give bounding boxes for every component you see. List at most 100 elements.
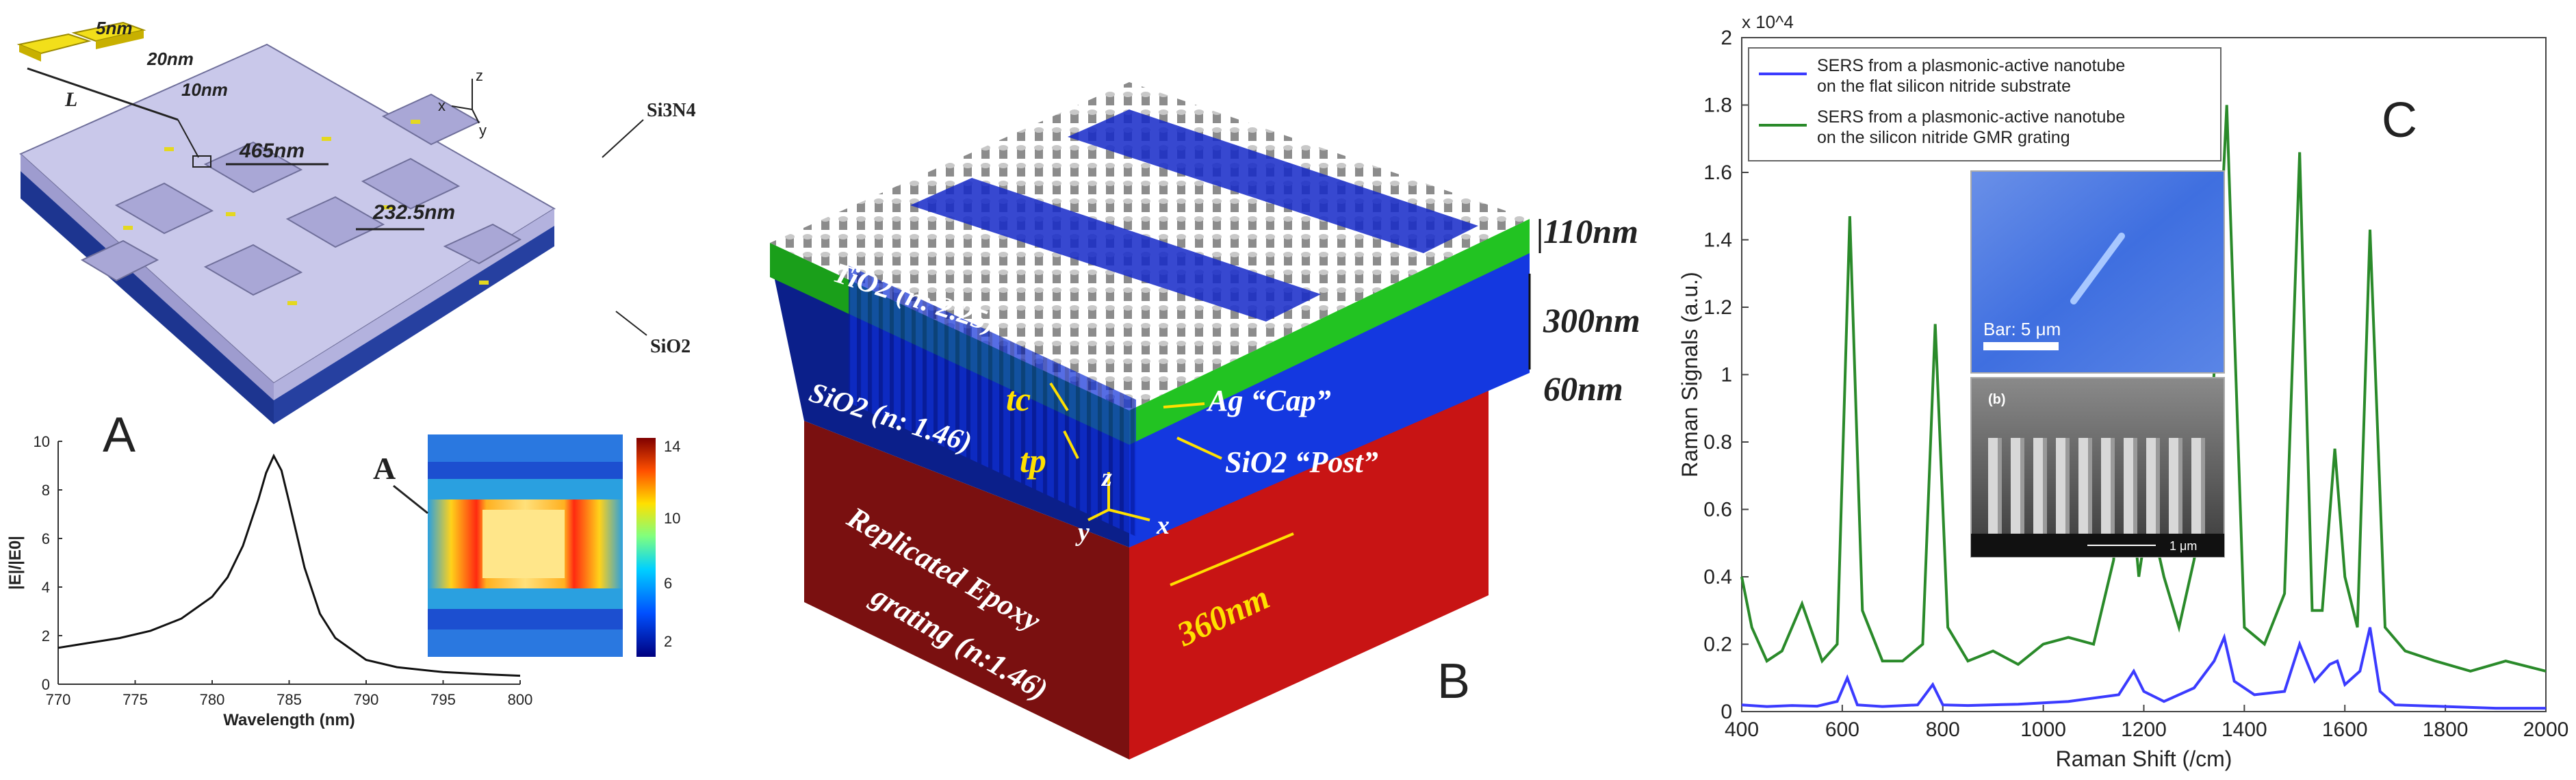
a-y-tick-label: 8	[42, 482, 50, 499]
c-legend-box	[1748, 47, 2221, 161]
a-x-tick-label: 780	[200, 691, 225, 708]
dim-20nm: 20nm	[146, 49, 194, 69]
label-ag-cap: Ag “Cap”	[1206, 384, 1331, 417]
c-x-tick-label: 400	[1725, 718, 1759, 741]
rod-pair-magnified	[16, 21, 146, 62]
c-y-tick-label: 1.2	[1703, 296, 1732, 319]
label-300nm: 300nm	[1543, 301, 1640, 339]
b-axis-y-line	[1087, 508, 1109, 521]
a-x-tick-label: 770	[46, 691, 71, 708]
c-legend: SERS from a plasmonic-active nanotube on …	[1748, 47, 2221, 161]
sem-bar-label: 1 μm	[2169, 539, 2197, 553]
chart-raman: 400 600 800 1000 1200 1400 1600 1800 2000 0 0.2 0.4…	[1677, 12, 2568, 771]
c-x-tick-label: 600	[1825, 718, 1859, 741]
axis-y-line	[472, 109, 480, 124]
c-x-tick-label: 1800	[2423, 718, 2469, 741]
sem-fin-shadow	[2043, 438, 2047, 534]
a-x-tick-label: 800	[508, 691, 533, 708]
zoom-pointer	[177, 119, 199, 158]
dim-465nm: 465nm	[239, 140, 305, 162]
c-legend-label-1-line1: SERS from a plasmonic-active nanotube on …	[1817, 107, 2125, 147]
c-series-line-1	[1740, 105, 2547, 673]
legend-line-1: SERS from a plasmonic-active nanotube	[1817, 56, 2125, 75]
axis-z: z	[476, 67, 483, 84]
si3n4-pointer	[602, 119, 644, 158]
b-axis-z: z	[1100, 463, 1112, 492]
dim-5nm: 5nm	[96, 18, 132, 38]
length-arrow	[27, 67, 179, 121]
c-x-tick-label: 800	[1926, 718, 1960, 741]
colorbar	[636, 438, 656, 657]
ag-cap-pointer	[1163, 402, 1205, 408]
epoxy-left-face	[804, 421, 1129, 759]
field-pointer	[393, 484, 428, 515]
c-x-tick-label: 2000	[2523, 718, 2569, 741]
pillar-side	[849, 265, 1136, 537]
nanorods	[123, 120, 489, 305]
sem-fin-shadow	[2201, 438, 2205, 534]
c-y-tick-label: 0	[1721, 701, 1732, 723]
sio2-right-face	[1129, 236, 1530, 547]
chart-wavelength: 770 775 780 785 790 795 800 0 2 4 6 8 10 Wavelength (…	[6, 433, 532, 729]
legend-line-2: on the flat silicon nitride substrate	[1817, 77, 2071, 96]
si3n4-grating-left	[21, 154, 274, 400]
c-y-tick-label: 2	[1721, 27, 1732, 49]
legend-line-2: on the silicon nitride GMR grating	[1817, 128, 2070, 147]
c-y-tick-label: 0.6	[1703, 499, 1732, 521]
legend-line-1: SERS from a plasmonic-active nanotube	[1817, 107, 2125, 127]
a-y-tick-label: 6	[42, 530, 50, 547]
b-axis-y: y	[1075, 518, 1090, 547]
sem-fins	[1988, 438, 2205, 534]
epoxy-right-face	[1129, 383, 1489, 759]
groove-2	[910, 178, 1321, 322]
a-y-tick-label: 10	[34, 433, 50, 450]
grating-holes	[80, 93, 522, 296]
tp-arrow	[1063, 430, 1079, 459]
a-x-tick-label: 795	[430, 691, 456, 708]
colorbar-tick-10: 10	[664, 510, 680, 527]
c-y-tick-label: 1.6	[1703, 161, 1732, 184]
a-x-label: Wavelength (nm)	[223, 711, 355, 729]
label-si3n4: Si3N4	[647, 100, 696, 121]
sio2-pointer	[615, 311, 647, 336]
sem-fin-shadow	[2178, 438, 2182, 534]
sem-fin-shadow	[2020, 438, 2024, 534]
zoom-box	[192, 155, 211, 168]
a-y-tick-label: 4	[42, 579, 50, 596]
c-x-label: Raman Shift (/cm)	[2056, 746, 2232, 771]
sio2-layer-left	[21, 171, 274, 424]
sio2-layer-right	[274, 226, 554, 424]
a-x-tick-label: 790	[354, 691, 379, 708]
colorbar-tick-2: 2	[664, 633, 672, 650]
axis-x: x	[438, 97, 446, 114]
sem-inset: 1 μm (b)	[1970, 377, 2225, 558]
label-sio2: SiO2	[650, 336, 691, 357]
sio2-post-pointer	[1176, 437, 1222, 460]
si3n4-grating-top	[19, 43, 556, 385]
c-x-tick-label: 1400	[2221, 718, 2267, 741]
dim-10nm: 10nm	[181, 79, 228, 100]
tc-arrow	[1049, 382, 1069, 412]
tio2-right-face	[1129, 219, 1530, 445]
c-x-tick-label: 1000	[2020, 718, 2066, 741]
a-y-label: |E|/|E0|	[6, 536, 25, 590]
c-y-label: Raman Signals (a.u.)	[1677, 272, 1702, 478]
label-sio2-post: SiO2 “Post”	[1225, 445, 1378, 479]
c-y-multiplier: x 10^4	[1742, 12, 1794, 32]
a-x-tick-label: 785	[276, 691, 302, 708]
b-axis-x-line	[1108, 508, 1150, 521]
period-arrow	[1170, 532, 1294, 586]
scale-bar	[1983, 342, 2059, 350]
inset-bar-label: Bar: 5 μm	[1983, 319, 2061, 339]
sem-fin-shadow	[2088, 438, 2092, 534]
optical-inset: Bar: 5 μm	[1970, 170, 2225, 374]
groove-1	[1068, 109, 1478, 253]
c-series-line-0	[1741, 627, 2546, 710]
a-x-tick-label: 775	[123, 691, 148, 708]
dim-232nm: 232.5nm	[372, 201, 455, 224]
label-110nm: 110nm	[1543, 212, 1638, 250]
nanotube	[2070, 233, 2125, 304]
c-y-tick-label: 0.4	[1703, 566, 1732, 588]
